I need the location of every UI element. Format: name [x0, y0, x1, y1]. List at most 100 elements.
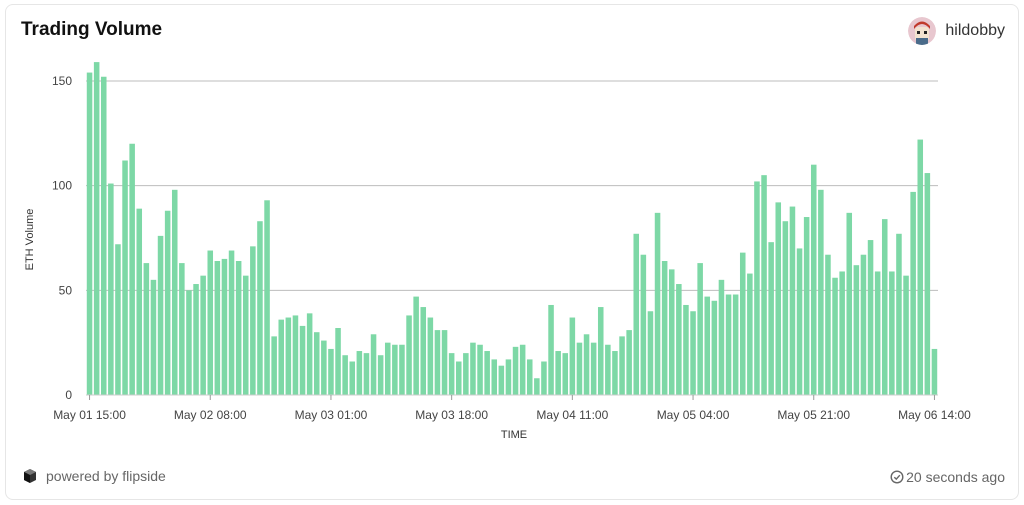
bar[interactable]: [661, 261, 668, 395]
bar[interactable]: [512, 346, 519, 395]
bar[interactable]: [257, 221, 263, 395]
bar[interactable]: [221, 258, 228, 395]
bar[interactable]: [363, 353, 370, 395]
bar[interactable]: [356, 351, 363, 395]
bar[interactable]: [143, 263, 150, 395]
bar[interactable]: [278, 319, 285, 395]
bar[interactable]: [370, 334, 377, 395]
bar[interactable]: [207, 250, 214, 395]
bar[interactable]: [612, 351, 618, 395]
bar[interactable]: [505, 359, 512, 395]
bar[interactable]: [413, 296, 419, 395]
bar[interactable]: [747, 273, 753, 395]
bar[interactable]: [321, 340, 327, 395]
bar[interactable]: [874, 271, 881, 395]
bar[interactable]: [654, 212, 661, 395]
bar[interactable]: [179, 263, 185, 395]
bar[interactable]: [477, 344, 483, 395]
bar[interactable]: [193, 284, 199, 395]
bar[interactable]: [534, 378, 540, 395]
bar[interactable]: [342, 355, 348, 395]
bar[interactable]: [917, 139, 924, 395]
bar[interactable]: [235, 261, 242, 395]
bar[interactable]: [484, 351, 490, 395]
bar[interactable]: [434, 330, 441, 395]
bar[interactable]: [526, 359, 533, 395]
bar[interactable]: [519, 344, 526, 395]
bar[interactable]: [924, 173, 931, 395]
bar[interactable]: [292, 315, 299, 395]
bar[interactable]: [725, 294, 732, 396]
bar[interactable]: [427, 317, 434, 395]
bar[interactable]: [313, 332, 320, 395]
bar[interactable]: [803, 217, 810, 395]
bar[interactable]: [463, 353, 469, 395]
powered-by[interactable]: powered by flipside: [21, 467, 166, 485]
bar[interactable]: [697, 263, 703, 395]
bar[interactable]: [285, 317, 292, 395]
bar[interactable]: [186, 290, 192, 395]
bar[interactable]: [228, 250, 235, 395]
bar[interactable]: [846, 212, 853, 395]
bar[interactable]: [399, 344, 405, 395]
bar[interactable]: [576, 342, 583, 395]
avatar[interactable]: [908, 17, 937, 45]
bar[interactable]: [392, 344, 398, 395]
bar[interactable]: [647, 311, 654, 395]
bar[interactable]: [129, 143, 135, 395]
bar[interactable]: [754, 181, 760, 395]
bar[interactable]: [441, 330, 448, 395]
bar[interactable]: [157, 235, 164, 395]
bar[interactable]: [818, 189, 824, 395]
bar[interactable]: [264, 200, 270, 395]
bar[interactable]: [832, 277, 838, 395]
bar[interactable]: [108, 183, 114, 395]
bar[interactable]: [299, 325, 306, 395]
bar[interactable]: [796, 248, 803, 395]
bar[interactable]: [569, 317, 576, 395]
bar[interactable]: [555, 351, 561, 395]
bar[interactable]: [590, 342, 597, 395]
bar[interactable]: [420, 307, 427, 395]
bar[interactable]: [676, 284, 682, 395]
bar[interactable]: [668, 269, 675, 395]
bar[interactable]: [136, 208, 143, 395]
bar[interactable]: [93, 62, 100, 395]
bar[interactable]: [619, 336, 625, 395]
bar[interactable]: [122, 160, 128, 396]
bar[interactable]: [775, 202, 782, 395]
bar[interactable]: [704, 296, 711, 395]
bar[interactable]: [100, 76, 107, 395]
bar[interactable]: [782, 221, 789, 395]
bar[interactable]: [214, 261, 221, 395]
bar[interactable]: [306, 313, 313, 395]
bar[interactable]: [903, 275, 909, 395]
bar[interactable]: [810, 164, 817, 395]
bar[interactable]: [164, 210, 171, 395]
bar[interactable]: [200, 275, 206, 395]
bar[interactable]: [732, 294, 739, 396]
bar[interactable]: [328, 348, 334, 395]
bar[interactable]: [150, 279, 157, 395]
bar[interactable]: [711, 300, 718, 395]
bar[interactable]: [384, 342, 391, 395]
bar[interactable]: [498, 365, 505, 395]
bar[interactable]: [853, 265, 860, 395]
bar[interactable]: [605, 344, 611, 395]
bar[interactable]: [910, 191, 916, 395]
username[interactable]: hildobby: [945, 22, 1005, 39]
bar[interactable]: [768, 242, 774, 395]
bar[interactable]: [739, 252, 746, 395]
bar[interactable]: [406, 315, 412, 395]
bar[interactable]: [867, 240, 874, 395]
bar[interactable]: [583, 334, 590, 395]
bar[interactable]: [761, 175, 767, 395]
bar[interactable]: [860, 254, 867, 395]
bar[interactable]: [491, 359, 498, 395]
bar[interactable]: [541, 361, 547, 396]
bar[interactable]: [250, 246, 256, 395]
bar[interactable]: [633, 233, 640, 395]
bar[interactable]: [335, 328, 341, 395]
user-badge[interactable]: hildobby: [908, 17, 1005, 45]
bar[interactable]: [683, 304, 689, 395]
